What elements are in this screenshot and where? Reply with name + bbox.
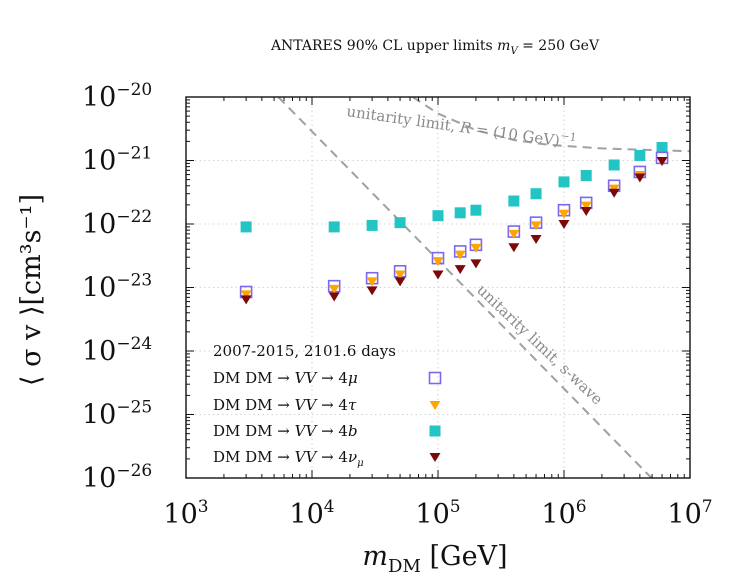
data-point-triangle-down [558,220,570,229]
data-point-filled-square [580,170,592,182]
data-point-triangle-down [240,295,252,305]
data-point-triangle-down [328,284,340,294]
data-point-filled-square [656,142,668,154]
data-point-triangle-down [470,259,482,269]
y-tick-label: 10−20 [82,80,152,113]
x-tick-label: 104 [289,497,334,530]
data-point-triangle-down [366,277,378,287]
y-tick-label: 10−23 [82,271,152,304]
data-point-filled-square [508,195,520,207]
x-tick-label: 103 [163,497,208,530]
data-point-triangle-down [580,201,592,211]
legend: 2007-2015, 2101.6 days DM DM → VV → 4μ DM… [213,342,442,469]
data-point-triangle-down [432,257,444,267]
y-tick-label: 10−25 [82,398,152,431]
x-tick-label: 106 [541,497,586,530]
legend-label: DM DM → VV → 4νμ [213,448,364,469]
data-point-filled-square [454,207,466,219]
tick-labels: 103 104 105 106 107 10−20 10−21 10−22 10−23 10−24… [82,80,713,530]
axis-ticks [185,96,691,479]
y-tick-label: 10−24 [82,334,152,367]
data-point-triangle-down [656,157,668,167]
x-tick-label: 105 [415,497,460,530]
data-point-filled-square [240,221,252,233]
data-point-triangle-down [608,188,620,198]
y-tick-label: 10−22 [82,207,152,240]
data-point-filled-square [530,188,542,200]
legend-header: 2007-2015, 2101.6 days [213,342,396,360]
data-point-filled-square [328,221,340,233]
data-point-triangle-down [508,229,520,239]
x-axis-label: mDM [GeV] [362,541,507,577]
data-point-filled-square [366,219,378,231]
data-point-triangle-down [508,243,520,253]
data-point-triangle-down [558,209,570,219]
unitarity-limit-swave-label: unitarity limit, s-wave [473,281,606,409]
legend-label: DM DM → VV → 4μ [213,369,358,387]
data-point-filled-square [470,204,482,216]
data-point-triangle-down [366,286,378,296]
data-point-triangle-down [328,292,340,302]
data-point-triangle-down [454,250,466,260]
data-point-triangle-down [634,173,646,183]
legend-marker [429,425,441,437]
legend-marker [429,453,441,462]
data-point-filled-square [634,149,646,161]
legend-label: DM DM → VV → 4b [213,422,358,440]
x-tick-label: 107 [667,497,712,530]
data-point-triangle-down [580,207,592,217]
unitarity-curves [277,97,690,478]
data-point-triangle-down [240,290,252,300]
legend-marker [429,401,441,410]
data-point-triangle-down [530,221,542,231]
data-point-triangle-down [470,243,482,253]
data-point-triangle-down [454,265,466,275]
legend-marker [428,371,442,385]
data-point-triangle-down [394,277,406,287]
data-point-filled-square [394,217,406,229]
y-tick-label: 10−21 [82,144,152,177]
data-point-filled-square [432,210,444,222]
data-point-triangle-down [394,270,406,280]
legend-label: DM DM → VV → 4τ [213,396,357,414]
y-tick-label: 10−26 [82,461,152,494]
data-point-triangle-down [432,270,444,280]
chart-title: ANTARES 90% CL upper limits mV = 250 GeV [270,38,600,57]
data-point-filled-square [558,176,570,188]
data-markers [239,142,669,305]
y-axis-label: ⟨ σ v ⟩[cm³s⁻¹] [16,194,47,386]
data-point-triangle-down [530,235,542,245]
grid [186,97,690,478]
unitarity-limit-r-label: unitarity limit, R = (10 GeV)−1 [345,99,577,152]
unitarity-limit-r-curve [412,97,690,153]
data-point-filled-square [608,159,620,171]
